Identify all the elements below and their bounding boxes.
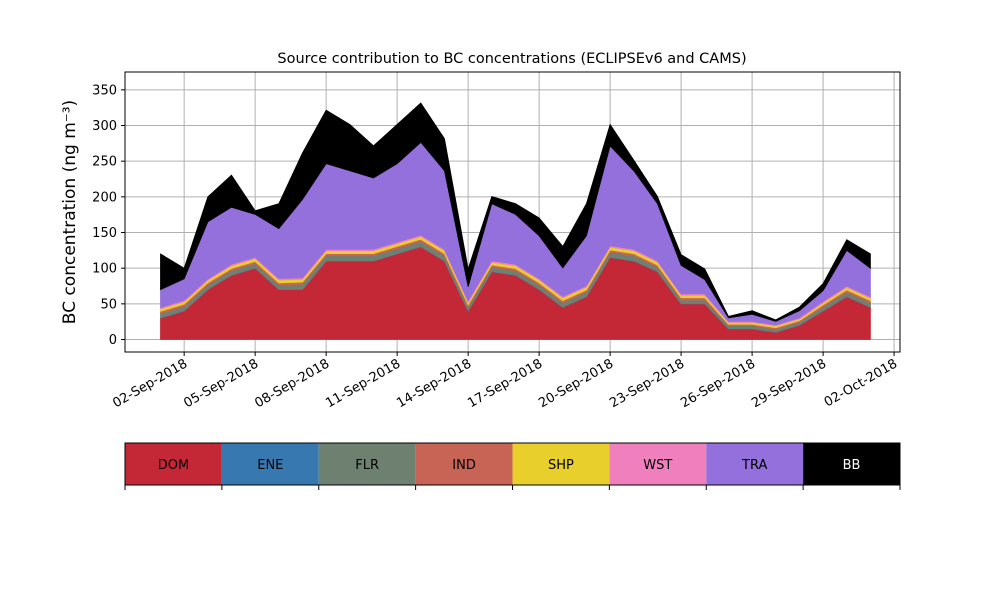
x-tick-label: 20-Sep-2018 bbox=[536, 356, 616, 411]
x-tick-label: 23-Sep-2018 bbox=[607, 356, 687, 411]
legend-label: DOM bbox=[158, 458, 189, 473]
legend-swatch bbox=[609, 443, 707, 485]
y-tick-label: 150 bbox=[92, 226, 117, 241]
y-tick-label: 350 bbox=[92, 83, 117, 98]
y-tick-label: 0 bbox=[109, 333, 117, 348]
x-tick-label: 08-Sep-2018 bbox=[252, 356, 332, 411]
y-tick-label: 200 bbox=[92, 190, 117, 205]
legend-swatch bbox=[415, 443, 513, 485]
area bbox=[160, 102, 871, 322]
x-tick-label: 02-Oct-2018 bbox=[822, 356, 900, 410]
legend-label: FLR bbox=[355, 458, 379, 473]
legend-label: WST bbox=[643, 458, 672, 473]
legend-label: ENE bbox=[257, 458, 283, 473]
chart-title: Source contribution to BC concentrations… bbox=[277, 51, 746, 67]
legend-swatch bbox=[803, 443, 900, 485]
legend-swatch bbox=[125, 443, 222, 485]
plot-frame bbox=[124, 71, 901, 353]
legend-label: TRA bbox=[741, 458, 767, 473]
legend-label: IND bbox=[452, 458, 476, 473]
y-tick-label: 250 bbox=[92, 155, 117, 170]
y-tick-label: 300 bbox=[92, 119, 117, 134]
y-axis-label: BC concentration (ng m⁻³) bbox=[60, 100, 80, 324]
x-tick-label: 14-Sep-2018 bbox=[394, 356, 474, 411]
y-tick-label: 50 bbox=[100, 297, 117, 312]
x-tick-label: 29-Sep-2018 bbox=[749, 356, 829, 411]
legend-label: SHP bbox=[548, 458, 574, 473]
x-tick-label: 05-Sep-2018 bbox=[181, 356, 261, 411]
x-tick-label: 17-Sep-2018 bbox=[465, 356, 545, 411]
x-tick-label: 26-Sep-2018 bbox=[678, 356, 758, 411]
x-tick-label: 02-Sep-2018 bbox=[110, 356, 190, 411]
legend-swatch bbox=[512, 443, 610, 485]
x-tick-label: 11-Sep-2018 bbox=[323, 356, 403, 411]
legend-swatch bbox=[221, 443, 319, 485]
legend-swatch bbox=[318, 443, 416, 485]
legend-swatch bbox=[706, 443, 804, 485]
y-tick-label: 100 bbox=[92, 262, 117, 277]
legend-label: BB bbox=[843, 458, 861, 473]
